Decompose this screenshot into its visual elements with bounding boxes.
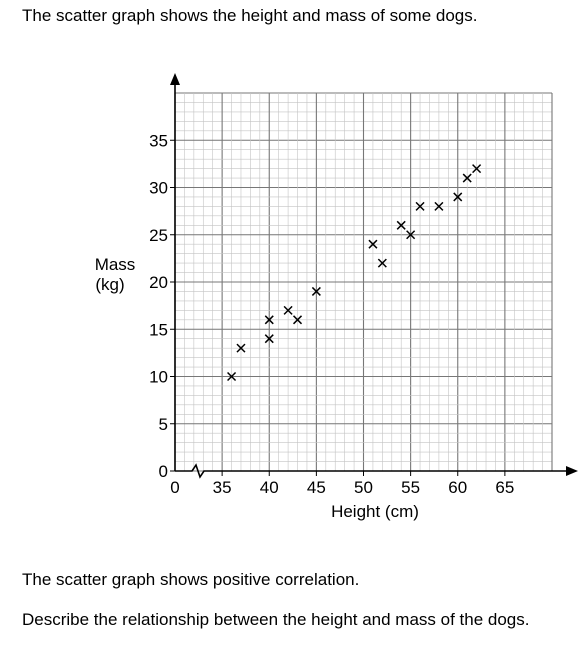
x-tick-label: 50 [354, 478, 373, 497]
data-point [227, 371, 237, 382]
question-text-2: Describe the relationship between the he… [22, 610, 530, 629]
data-point [311, 286, 321, 296]
data-point [283, 305, 293, 315]
y-tick-label: 35 [149, 131, 168, 150]
axes [170, 73, 578, 479]
y-tick-label: 0 [159, 462, 168, 481]
y-axis-arrow [170, 73, 180, 85]
y-axis-label-line2: (kg) [95, 275, 124, 294]
data-point [396, 220, 406, 230]
y-tick-label: 10 [149, 368, 168, 387]
data-point [453, 192, 463, 202]
data-point-stroke [227, 371, 237, 382]
data-point-stroke [472, 164, 482, 174]
data-point-stroke [264, 315, 274, 325]
data-point-stroke [462, 173, 472, 183]
x-tick-label: 65 [495, 478, 514, 497]
data-point-stroke [236, 343, 246, 353]
data-point-stroke [434, 201, 444, 211]
data-point-stroke [264, 334, 274, 344]
data-point-stroke [406, 230, 416, 240]
data-point [377, 258, 387, 268]
x-axis-label: Height (cm) [331, 502, 419, 521]
data-point-stroke [292, 315, 303, 325]
y-tick-label: 20 [149, 273, 168, 292]
y-axis-label-line1: Mass [95, 255, 136, 274]
x-axis-line [175, 463, 570, 479]
data-point [472, 164, 482, 174]
y-tick-label: 5 [159, 415, 168, 434]
data-point-stroke [453, 192, 463, 202]
x-tick-label: 45 [307, 478, 326, 497]
data-point-stroke [283, 305, 293, 315]
x-tick-label: 35 [213, 478, 232, 497]
data-point [434, 201, 444, 211]
data-point-stroke [396, 220, 406, 230]
x-tick-label: 55 [401, 478, 420, 497]
data-point-stroke [311, 286, 321, 296]
data-point-stroke [415, 201, 425, 211]
x-origin-label: 0 [170, 478, 179, 497]
grid [174, 92, 553, 472]
data-point [462, 173, 472, 183]
data-point [368, 239, 378, 249]
tick-labels: 35 40 45 50 55 60 65 0 5 10 15 20 25 30 35 [149, 131, 514, 497]
intro-text: The scatter graph shows the height and m… [22, 6, 478, 25]
y-tick-label: 30 [149, 179, 168, 198]
data-point [264, 334, 274, 344]
x-tick-label: 40 [260, 478, 279, 497]
data-point [415, 201, 425, 211]
x-tick-label: 60 [448, 478, 467, 497]
x-axis-arrow [566, 466, 578, 476]
y-tick-label: 15 [149, 320, 168, 339]
data-point-stroke [377, 258, 387, 268]
data-point [406, 230, 416, 240]
data-point-stroke [368, 239, 378, 249]
data-points [227, 164, 482, 382]
data-point [292, 315, 303, 325]
data-point [264, 315, 274, 325]
data-point [236, 343, 246, 353]
question-text-1: The scatter graph shows positive correla… [22, 570, 360, 589]
y-tick-label: 25 [149, 226, 168, 245]
